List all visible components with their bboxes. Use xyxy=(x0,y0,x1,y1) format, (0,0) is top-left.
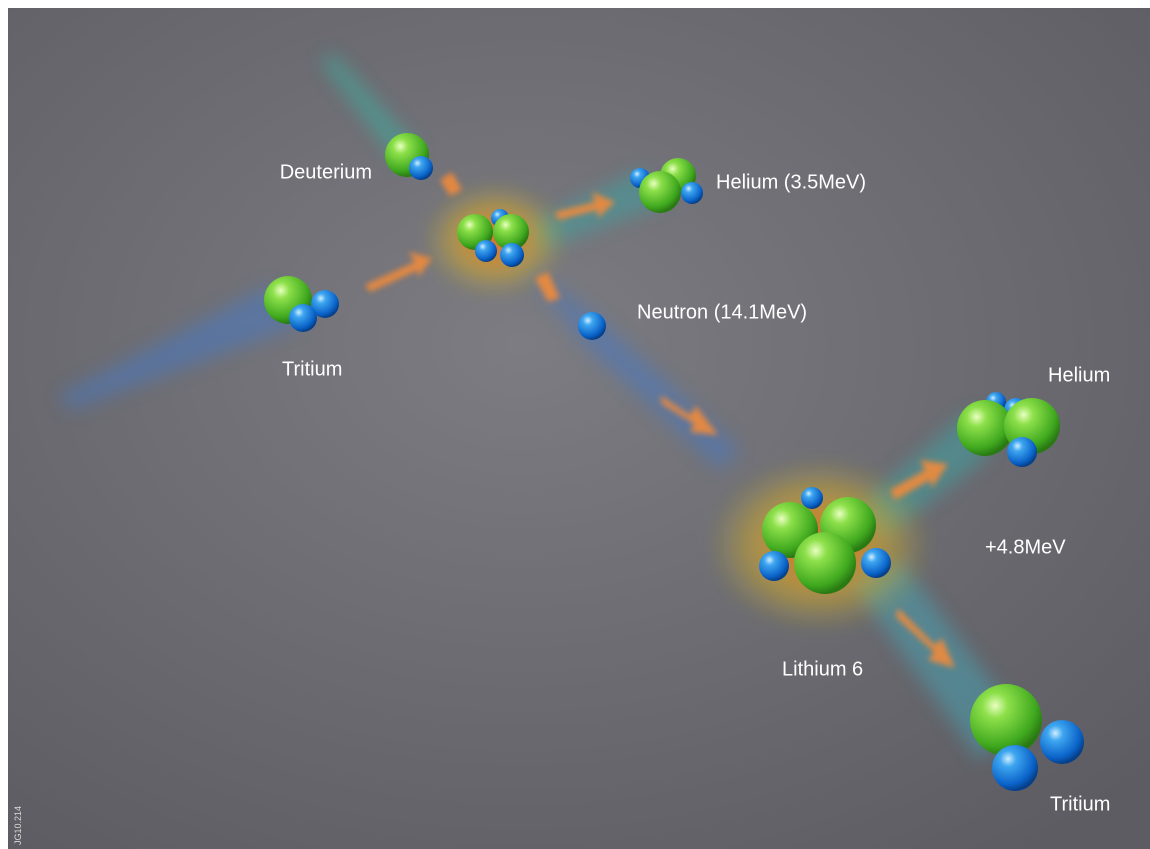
fusion-cluster xyxy=(457,209,529,267)
deuterium xyxy=(385,133,433,180)
tritium-right xyxy=(970,684,1084,791)
neutron xyxy=(578,312,606,340)
arrows xyxy=(365,172,955,668)
label: +4.8MeV xyxy=(985,536,1066,558)
helium-small xyxy=(630,158,703,213)
label: Helium (3.5MeV) xyxy=(716,171,866,193)
image-code: JG10.214 xyxy=(13,806,23,845)
tritium-left xyxy=(264,276,339,332)
label: Lithium 6 xyxy=(782,658,863,680)
label: Tritium xyxy=(282,358,342,380)
label: Deuterium xyxy=(280,161,372,183)
label: Neutron (14.1MeV) xyxy=(637,301,807,323)
label: Tritium xyxy=(1050,793,1110,815)
lithium-6 xyxy=(759,487,891,594)
label: Helium xyxy=(1048,364,1110,386)
helium-right xyxy=(957,392,1060,467)
